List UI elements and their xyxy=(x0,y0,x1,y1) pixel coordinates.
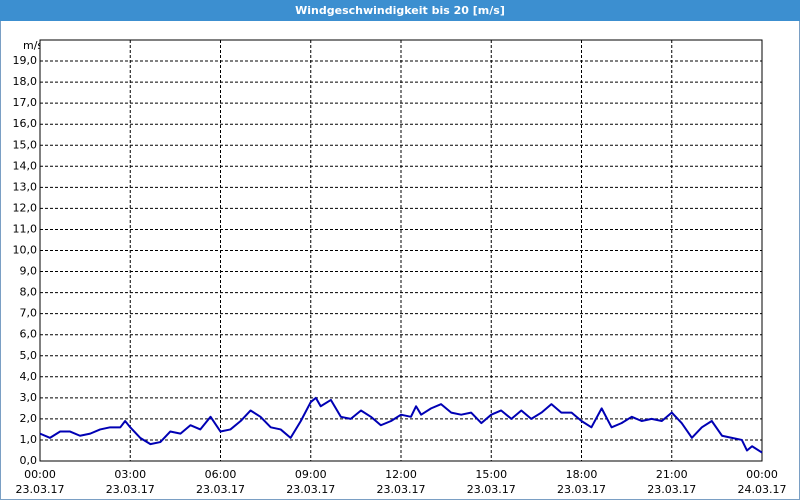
y-tick-label: 9,0 xyxy=(20,265,38,278)
x-tick-label: 15:00 xyxy=(475,468,507,481)
x-tick-label: 06:00 xyxy=(205,468,237,481)
x-tick-label: 03:00 xyxy=(114,468,146,481)
x-tick-date: 23.03.17 xyxy=(106,483,155,496)
x-tick-date: 23.03.17 xyxy=(377,483,426,496)
y-tick-label: 19,0 xyxy=(13,54,38,67)
x-tick-date: 23.03.17 xyxy=(286,483,335,496)
y-tick-label: 5,0 xyxy=(20,349,38,362)
title-bar xyxy=(0,0,800,21)
x-tick-date: 23.03.17 xyxy=(196,483,245,496)
y-tick-label: 0,0 xyxy=(20,454,38,467)
y-tick-label: 16,0 xyxy=(13,117,38,130)
plot-border xyxy=(39,39,763,462)
y-tick-label: 10,0 xyxy=(13,244,38,257)
x-tick-label: 21:00 xyxy=(656,468,688,481)
y-tick-label: 3,0 xyxy=(20,391,38,404)
y-tick-label: 7,0 xyxy=(20,307,38,320)
y-tick-label: 17,0 xyxy=(13,96,38,109)
x-tick-label: 12:00 xyxy=(385,468,417,481)
y-axis-label: m/s xyxy=(23,39,43,52)
y-tick-label: 2,0 xyxy=(20,412,38,425)
x-tick-date: 24.03.17 xyxy=(738,483,787,496)
x-tick-date: 23.03.17 xyxy=(467,483,516,496)
x-tick-date: 23.03.17 xyxy=(647,483,696,496)
y-tick-label: 18,0 xyxy=(13,75,38,88)
y-tick-label: 15,0 xyxy=(13,138,38,151)
chart-title: Windgeschwindigkeit bis 20 [m/s] xyxy=(295,4,505,17)
y-tick-label: 14,0 xyxy=(13,159,38,172)
x-tick-label: 09:00 xyxy=(295,468,327,481)
y-tick-label: 1,0 xyxy=(20,433,38,446)
y-tick-label: 11,0 xyxy=(13,222,38,235)
y-tick-label: 4,0 xyxy=(20,370,38,383)
x-tick-label: 00:00 xyxy=(746,468,778,481)
y-tick-label: 6,0 xyxy=(20,328,38,341)
y-tick-label: 13,0 xyxy=(13,180,38,193)
x-tick-date: 23.03.17 xyxy=(16,483,65,496)
y-tick-label: 12,0 xyxy=(13,201,38,214)
data-line xyxy=(39,396,763,454)
x-tick-date: 23.03.17 xyxy=(557,483,606,496)
x-tick-label: 18:00 xyxy=(566,468,598,481)
x-tick-label: 00:00 xyxy=(24,468,56,481)
y-tick-label: 8,0 xyxy=(20,286,38,299)
